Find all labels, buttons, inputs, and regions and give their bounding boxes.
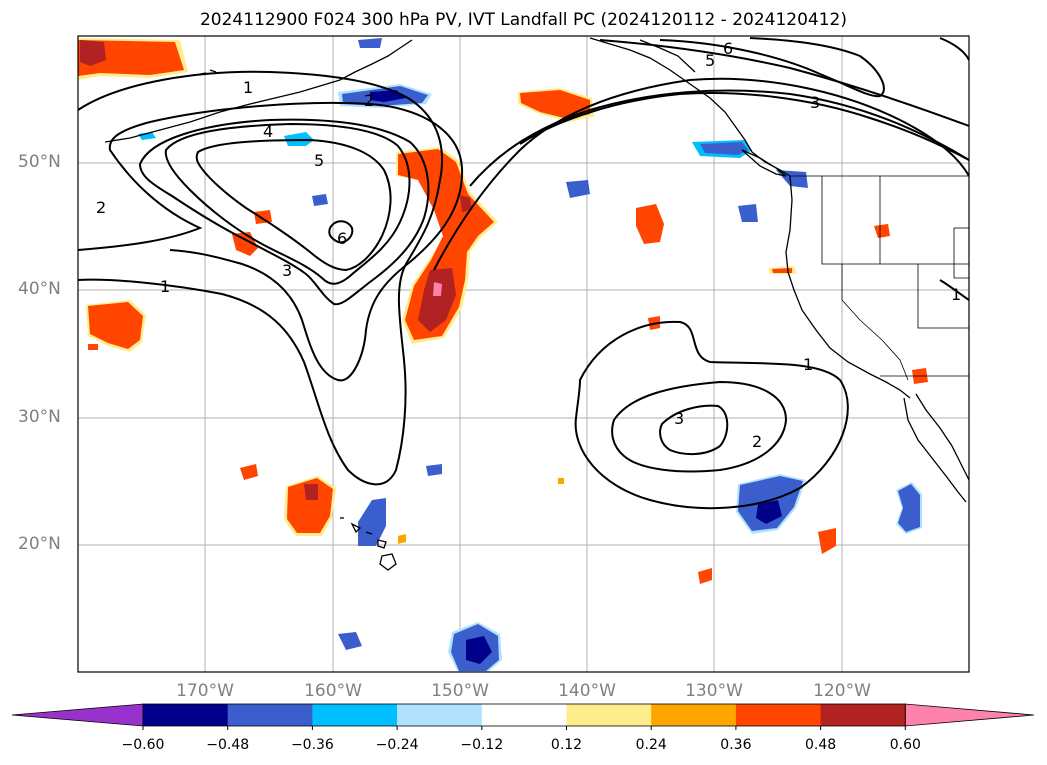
lat-label-20n: 20°N (18, 534, 61, 554)
contour-label: 2 (752, 432, 762, 451)
contour-label: 2 (96, 198, 106, 217)
lon-label-130w: 130°W (685, 681, 743, 701)
colorbar-tick-label: 0.48 (805, 737, 837, 753)
colorbar-tick-label: −0.24 (375, 737, 419, 753)
contour-label: 3 (674, 409, 684, 428)
map-title: 2024112900 F024 300 hPa PV, IVT Landfall… (199, 10, 847, 30)
contour-label: 1 (243, 78, 253, 97)
colorbar-segment (143, 704, 229, 726)
colorbar-segment (481, 704, 567, 726)
colorbar-segment (651, 704, 737, 726)
contour-label: 6 (723, 39, 733, 58)
contour-label: 1 (803, 355, 813, 374)
contour-label: 5 (705, 51, 715, 70)
positive-anomaly-blob (78, 38, 188, 80)
contour-label: 2 (364, 91, 374, 110)
contour-label: 1 (951, 285, 961, 304)
lat-label-50n: 50°N (18, 152, 61, 172)
colorbar-tick-label: 0.12 (550, 737, 583, 753)
colorbar-tick-label: 0.24 (635, 737, 667, 753)
positive-anomaly-blob (232, 204, 928, 584)
colorbar (11, 703, 1035, 730)
lon-label-140w: 140°W (558, 681, 616, 701)
colorbar-extend-min (11, 703, 144, 727)
contour-labels: 1 2 3 4 5 6 1 2 3 5 6 1 2 3 1 (96, 39, 961, 451)
contour-label: 1 (160, 277, 170, 296)
colorbar-tick-label: 0.60 (889, 737, 921, 753)
positive-anomaly-blob (86, 300, 146, 352)
colorbar-segment (312, 704, 398, 726)
negative-anomaly-blob (338, 622, 502, 672)
contour-label: 5 (314, 151, 324, 170)
lon-label-150w: 150°W (431, 681, 489, 701)
colorbar-tick-label: −0.60 (121, 737, 165, 753)
colorbar-tick-label: −0.12 (460, 737, 504, 753)
colorbar-tick-label: 0.36 (720, 737, 752, 753)
lat-label-30n: 30°N (18, 407, 61, 427)
political-borders (790, 175, 969, 381)
colorbar-segment (820, 704, 906, 726)
map-frame (77, 35, 970, 673)
negative-anomaly-blob (358, 474, 922, 546)
negative-anomaly-blob (138, 132, 808, 476)
contour-label: 3 (282, 261, 292, 280)
positive-anomaly-blob (284, 476, 336, 536)
contour-label: 3 (810, 93, 820, 112)
colorbar-segment (397, 704, 483, 726)
contour-label: 4 (263, 122, 273, 141)
colorbar-tick-label: −0.36 (290, 737, 334, 753)
pv-contours (78, 37, 969, 510)
colorbar-segment (735, 704, 822, 726)
coastlines (104, 37, 969, 571)
lon-label-160w: 160°W (304, 681, 362, 701)
lat-label-40n: 40°N (18, 279, 61, 299)
colorbar-tick-label: −0.48 (206, 737, 250, 753)
lon-label-170w: 170°W (176, 681, 234, 701)
colorbar-extend-max (904, 703, 1035, 727)
contour-label: 6 (337, 229, 347, 248)
lon-label-120w: 120°W (813, 681, 871, 701)
colorbar-segment (227, 704, 313, 726)
colorbar-segment (566, 704, 652, 726)
filled-anomaly-contours (78, 38, 928, 672)
colorbar-frame (142, 703, 906, 727)
